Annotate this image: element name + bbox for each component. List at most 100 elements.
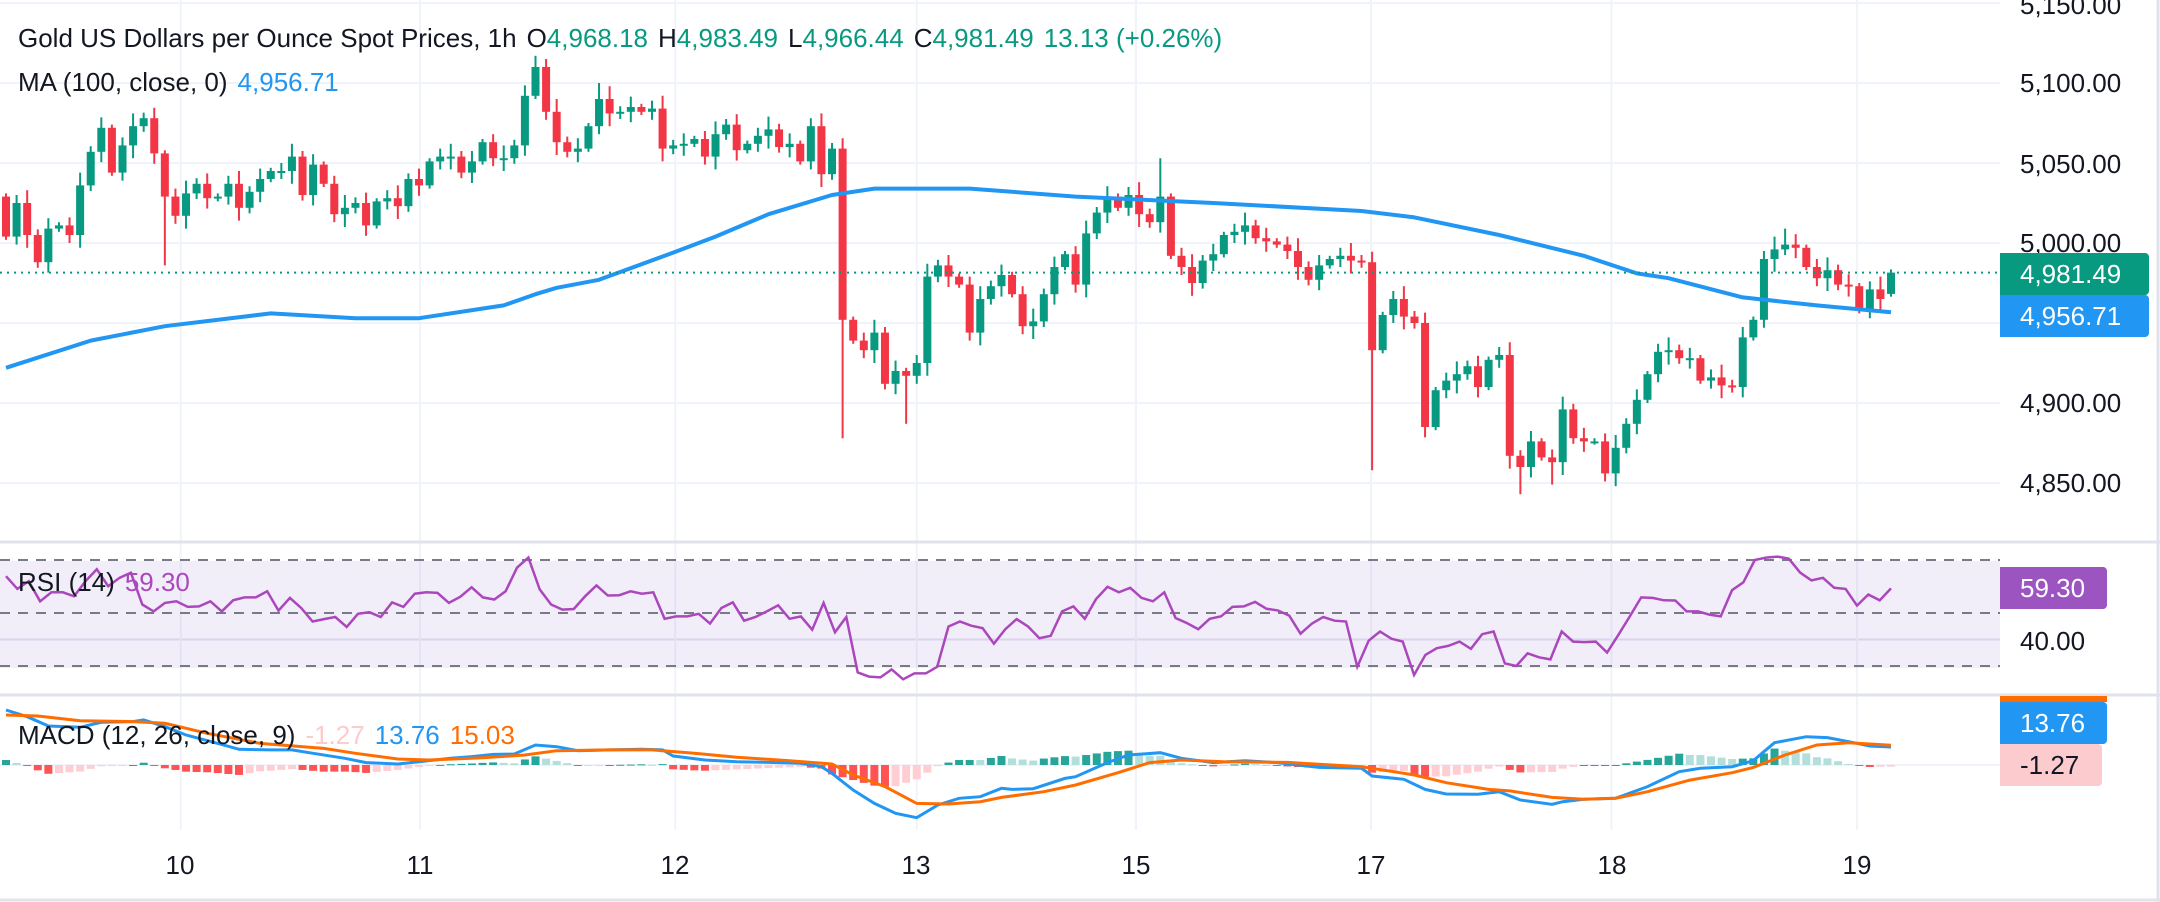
rsi-legend[interactable]: RSI (14) 59.30 — [18, 567, 200, 597]
macd-hist-bar — [796, 765, 805, 767]
macd-hist-bar — [1135, 753, 1144, 765]
macd-hist-bar — [711, 765, 720, 771]
candle — [552, 99, 561, 155]
macd-hist-bar — [1526, 765, 1535, 773]
macd-hist-bar — [573, 765, 582, 766]
candle — [1823, 257, 1832, 291]
candle — [912, 355, 921, 384]
candle-body — [1325, 259, 1334, 266]
candle-body — [1399, 299, 1408, 317]
candle-body — [287, 156, 296, 171]
macd-hist-bar — [33, 765, 42, 771]
candle-body — [1791, 244, 1800, 248]
candle-body — [1717, 377, 1726, 386]
candle — [1230, 223, 1239, 243]
macd-hist-bar — [563, 763, 572, 765]
candle-body — [796, 143, 805, 162]
macd-hist-bar — [1061, 756, 1069, 765]
candle-body — [1675, 350, 1684, 359]
candle — [171, 188, 180, 224]
candle — [1611, 435, 1620, 487]
macd-hist-bar — [1039, 758, 1048, 765]
macd-hist-bar — [436, 764, 445, 766]
candle — [76, 172, 85, 248]
macd-hist-bar — [362, 765, 371, 773]
candle-body — [1230, 231, 1239, 235]
candle-body — [340, 207, 349, 215]
candle-body — [1770, 249, 1779, 259]
candle — [44, 218, 53, 273]
candle-body — [107, 127, 116, 173]
macd-hist-bar — [23, 765, 32, 767]
candle-body — [616, 111, 625, 114]
macd-hist-bar — [54, 765, 63, 774]
candle-body — [362, 203, 371, 226]
candle — [1135, 182, 1144, 227]
candle — [616, 106, 625, 119]
candle-body — [1495, 355, 1504, 360]
ma-legend-label: MA (100, close, 0) — [18, 67, 228, 97]
candle-body — [1632, 399, 1641, 424]
candle — [1664, 337, 1673, 365]
candle-body — [1706, 377, 1715, 381]
candle — [1262, 227, 1271, 252]
candle-body — [955, 276, 964, 285]
candle — [1590, 438, 1599, 445]
change-value: 13.13 (+0.26%) — [1043, 23, 1223, 53]
candle-body — [1537, 441, 1546, 458]
macd-hist-bar — [870, 765, 879, 786]
macd-hist-bar — [1706, 756, 1715, 765]
candle — [1484, 356, 1493, 391]
candle-body — [1590, 441, 1599, 444]
macd-hist-bar — [880, 765, 889, 787]
candle-body — [1558, 409, 1567, 463]
candle-body — [510, 145, 519, 159]
candle-body — [76, 185, 85, 235]
candle-body — [785, 143, 794, 147]
candle-body — [65, 225, 74, 235]
macd-hist-bar — [118, 765, 127, 766]
macd-hist-bar — [1050, 757, 1059, 765]
macd-legend[interactable]: MACD (12, 26, close, 9) -1.27 13.76 15.03 — [18, 720, 525, 750]
macd-hist-bar — [1887, 765, 1896, 767]
candle — [785, 133, 794, 158]
candle — [531, 55, 540, 99]
candle-body — [1389, 299, 1398, 315]
macd-hist-bar — [499, 762, 508, 765]
candle — [436, 148, 445, 170]
candle-body — [806, 126, 815, 162]
candle-body — [679, 143, 688, 146]
macd-hist-bar — [531, 756, 540, 765]
candle — [1706, 369, 1715, 389]
macd-hist-bar — [489, 762, 498, 765]
candle-body — [425, 161, 434, 186]
candle — [1188, 254, 1197, 296]
candle-body — [1410, 316, 1419, 323]
candle — [542, 59, 551, 120]
candle-body — [234, 183, 243, 208]
candle — [1410, 311, 1419, 329]
candle-body — [880, 332, 889, 384]
candle-body — [224, 183, 233, 197]
macd-hist-bar — [425, 765, 434, 766]
macd-hist-bar — [1389, 765, 1398, 772]
macd-hist-bar — [775, 765, 784, 768]
candle — [1759, 251, 1768, 328]
candle — [1770, 236, 1779, 272]
macd-hist-bar — [753, 765, 762, 769]
candle — [1696, 355, 1705, 384]
candle — [393, 185, 402, 219]
macd-hist-bar — [1569, 765, 1578, 767]
candle-body — [182, 193, 191, 216]
candle — [1209, 243, 1218, 271]
macd-hist-bar — [97, 765, 106, 767]
macd-hist-bar — [732, 765, 741, 770]
macd-hist-bar — [1008, 758, 1017, 765]
macd-hist-bar — [340, 765, 349, 772]
macd-hist-bar — [1495, 765, 1504, 767]
candle-body — [1834, 270, 1843, 285]
macd-hist-bar — [923, 765, 932, 773]
ma-legend[interactable]: MA (100, close, 0) 4,956.71 — [18, 67, 349, 97]
macd-hist-bar — [1537, 765, 1546, 773]
